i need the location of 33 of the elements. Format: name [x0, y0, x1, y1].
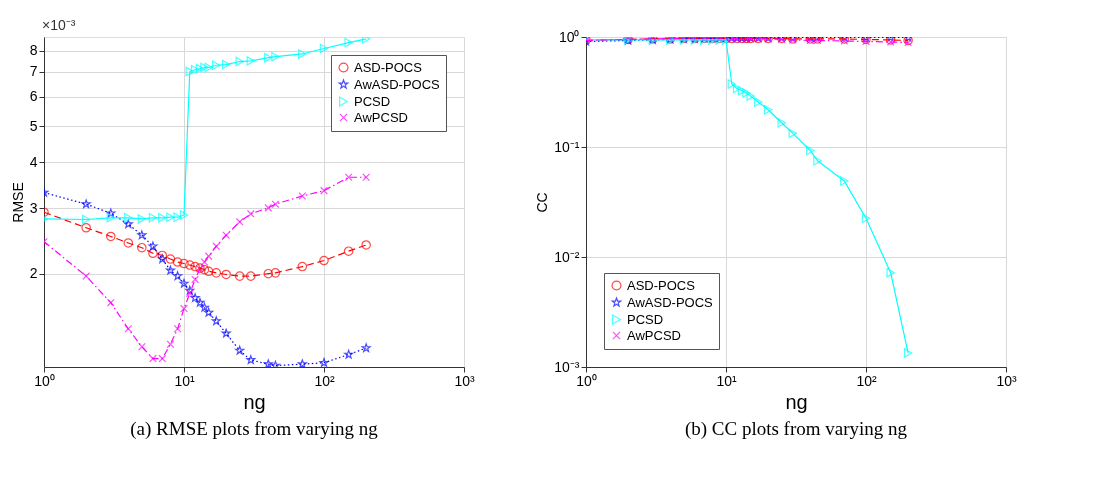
- legend-label: ASD-POCS: [627, 277, 696, 293]
- legend-label: AwASD-POCS: [354, 76, 441, 92]
- x-tick-label: 10¹: [174, 372, 195, 389]
- y-tick-label: 10⁻¹: [554, 138, 580, 155]
- x-tick-label: 10¹: [716, 372, 737, 389]
- legend-label: AwASD-POCS: [627, 294, 714, 310]
- y-tick-label: 10⁻³: [554, 358, 580, 375]
- y-tick-label: 6: [29, 88, 38, 105]
- y-tick-label: 7: [29, 63, 38, 80]
- x-tick-label: 10³: [454, 372, 475, 389]
- y-tick-label: 2: [29, 265, 38, 282]
- y-tick-label: 3: [29, 199, 38, 216]
- x-tick-label: 10²: [856, 372, 877, 389]
- y-axis-title: CC: [534, 192, 551, 213]
- y-tick-label: 10⁻²: [554, 248, 580, 265]
- legend-label: ASD-POCS: [354, 59, 423, 75]
- x-tick-label: 10⁰: [576, 372, 597, 389]
- legend-label: PCSD: [354, 93, 391, 109]
- x-axis-title: ng: [243, 390, 266, 413]
- x-axis-title: ng: [785, 390, 808, 413]
- y-tick-label: 8: [29, 42, 38, 58]
- legend-label: AwPCSD: [354, 109, 408, 125]
- text: (b) CC plots from varying ng: [684, 418, 908, 440]
- text: (a) RMSE plots from varying ng: [130, 418, 379, 440]
- text: ×10⁻³: [42, 17, 76, 33]
- y-tick-label: 5: [29, 117, 38, 134]
- legend-label: PCSD: [627, 311, 664, 327]
- x-tick-label: 10²: [314, 372, 335, 389]
- legend-label: AwPCSD: [627, 327, 681, 343]
- y-tick-label: 4: [29, 153, 38, 170]
- x-tick-label: 10³: [996, 372, 1017, 389]
- y-tick-label: 10⁰: [558, 28, 580, 45]
- y-axis-title: RMSE: [9, 182, 26, 223]
